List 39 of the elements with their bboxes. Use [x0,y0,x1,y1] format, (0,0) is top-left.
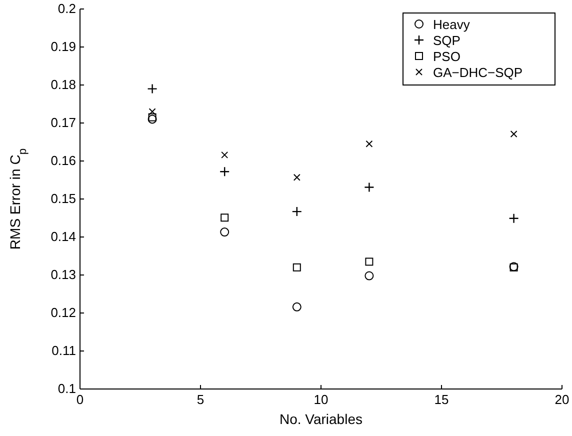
point [220,214,229,222]
legend-label: PSO [433,49,460,64]
point [147,84,158,94]
y-tick-label: 0.1 [58,381,76,396]
y-tick-label: 0.11 [52,343,76,358]
x-tick-label: 10 [314,392,328,407]
point [364,271,374,280]
x-tick-label: 20 [554,392,570,407]
point [292,206,302,217]
x-tick-label: 0 [76,392,84,407]
y-tick-label: 0.13 [50,267,76,282]
y-tick-label: 0.18 [50,77,76,92]
point [148,108,156,116]
point [148,114,157,124]
x-axis-title: No. Variables [279,411,363,427]
point [292,263,301,272]
legend-label: Heavy [433,17,470,32]
y-tick-label: 0.15 [50,191,76,206]
point [221,151,228,158]
point [292,302,302,312]
y-tick-label: 0.2 [58,1,76,16]
y-tick-label: 0.16 [50,153,76,168]
x-tick-label: 5 [196,392,204,407]
y-tick-label: 0.19 [50,39,76,54]
point [364,182,374,192]
point [293,174,300,181]
y-tick-label: 0.12 [50,305,76,320]
point [148,113,156,122]
point [365,258,374,266]
x-tick-label: 15 [434,392,449,407]
y-tick-label: 0.14 [50,229,76,244]
legend-label: GA−DHC−SQP [433,65,523,80]
y-tick-label: 0.17 [50,115,76,130]
point [220,228,230,237]
point [508,213,519,224]
legend-label: SQP [433,33,460,48]
point [510,130,518,138]
point [366,140,373,148]
point [220,166,230,177]
